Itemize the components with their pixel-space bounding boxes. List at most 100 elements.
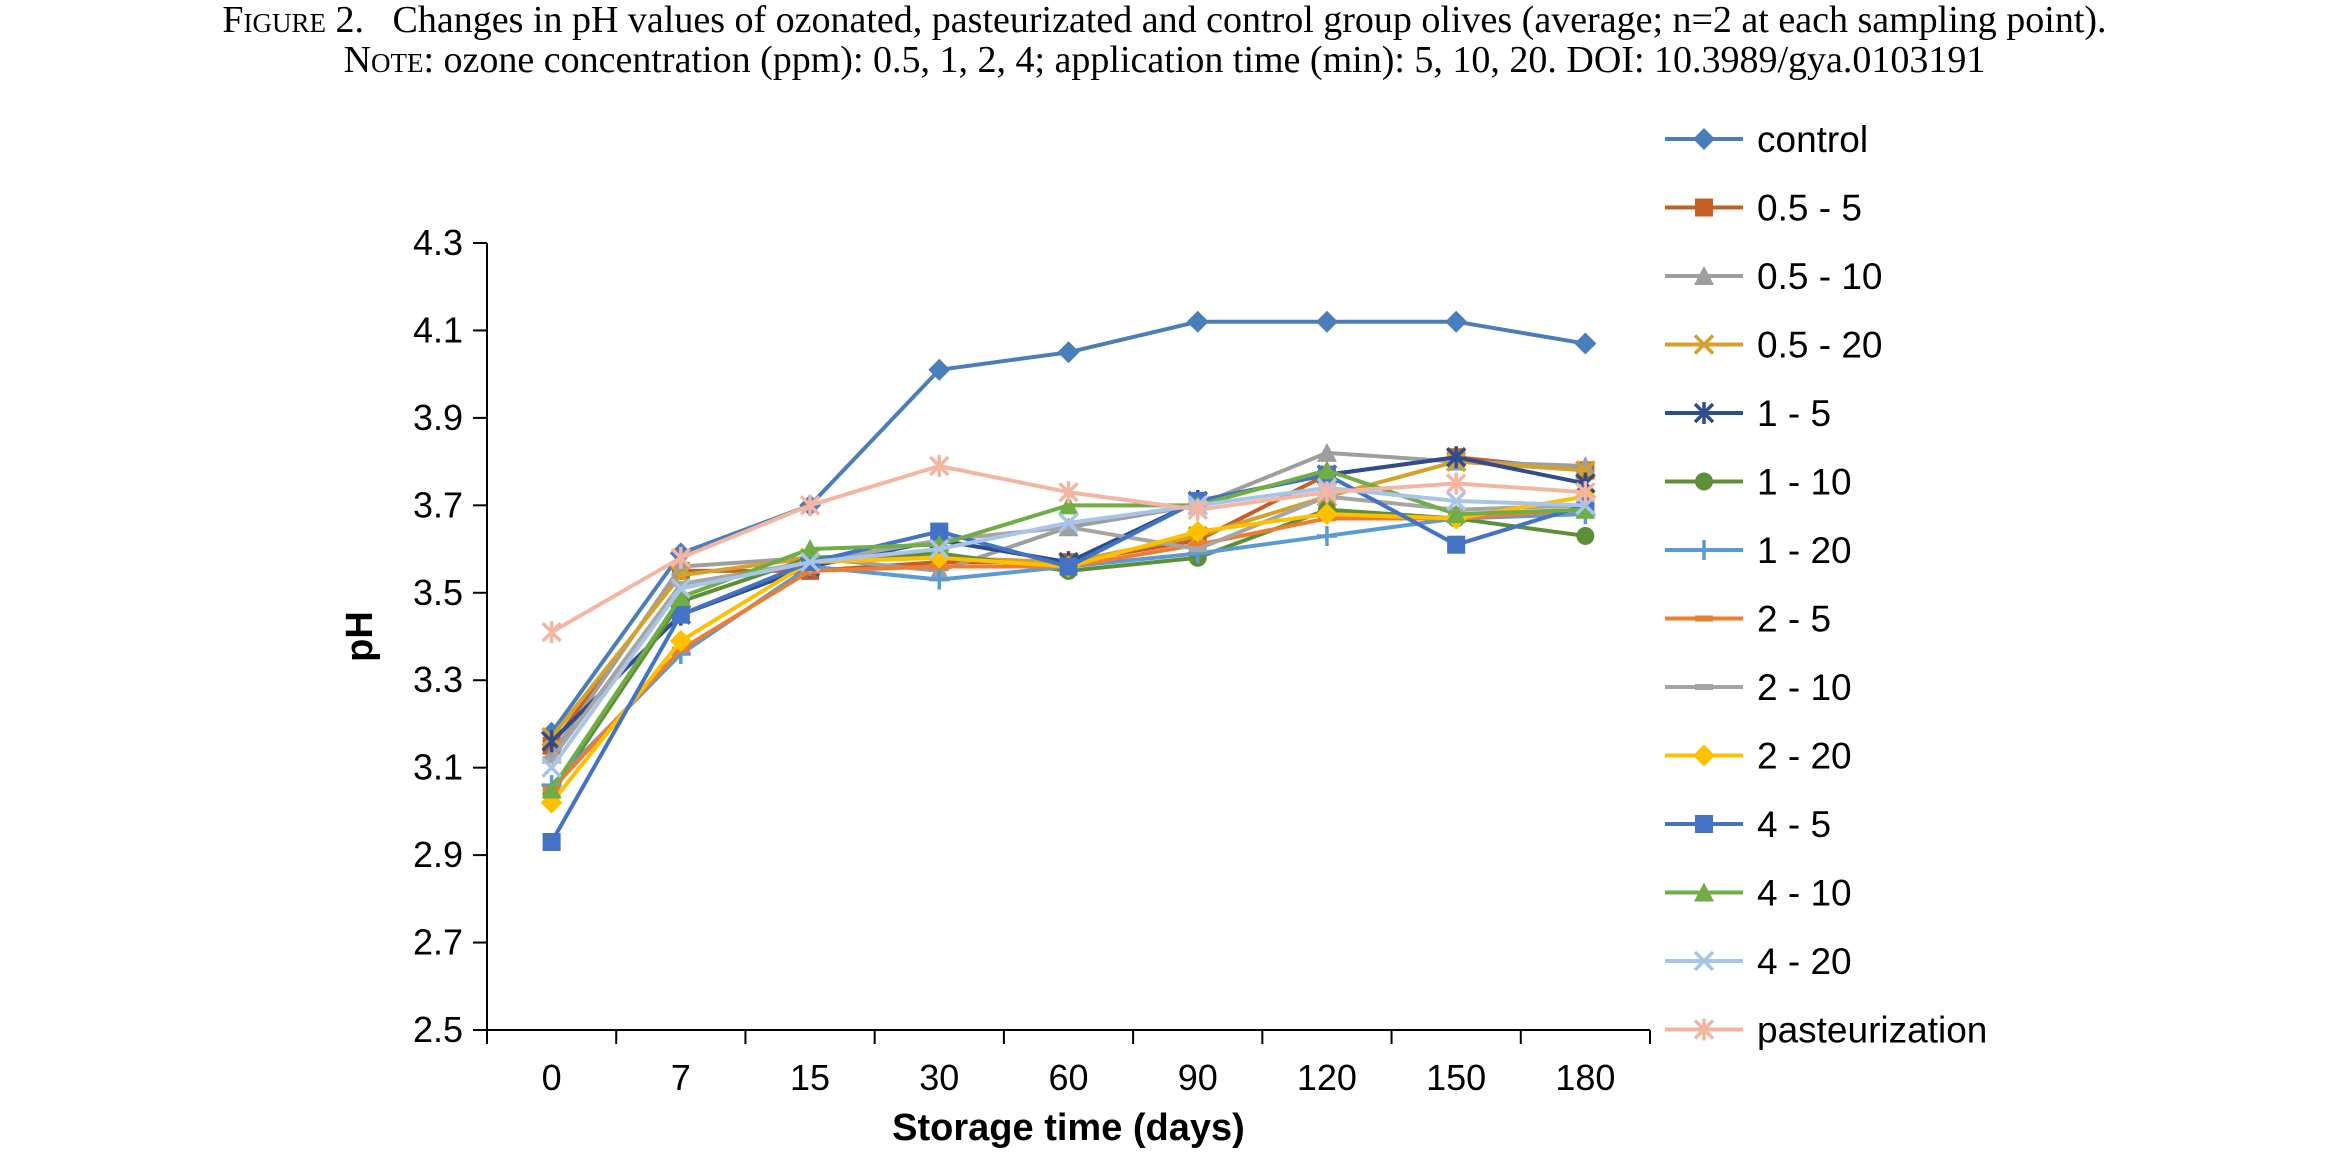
legend-label: 4 - 20 xyxy=(1757,941,1852,982)
y-tick-label: 2.9 xyxy=(413,834,463,875)
data-point xyxy=(1315,503,1338,526)
legend-item: 1 - 20 xyxy=(1665,530,1852,571)
legend-marker xyxy=(1695,615,1713,622)
data-point xyxy=(541,730,562,753)
legend-marker xyxy=(1693,334,1715,355)
data-point xyxy=(1316,442,1337,462)
legend-label: 2 - 10 xyxy=(1757,667,1852,708)
data-point xyxy=(542,832,561,851)
legend-label: 1 - 5 xyxy=(1757,393,1831,434)
legend-item: 2 - 5 xyxy=(1665,599,1831,640)
data-point xyxy=(541,757,562,778)
series-pasteurization xyxy=(541,454,1596,644)
caption-figure-label: Figure 2. xyxy=(222,0,365,41)
data-point xyxy=(1445,472,1467,495)
caption-title: Changes in pH values of ozonated, pasteu… xyxy=(392,0,2107,41)
legend: control 0.5 - 5 0.5 - 10 0.5 - 20 1 - 5 1 - 1… xyxy=(1665,119,1987,1051)
legend-item: 0.5 - 5 xyxy=(1665,188,1862,229)
y-tick-label: 3.7 xyxy=(413,484,463,525)
legend-item: 1 - 10 xyxy=(1665,462,1852,503)
data-point xyxy=(929,569,950,590)
data-point xyxy=(929,538,950,560)
x-tick-label: 60 xyxy=(1048,1057,1088,1098)
caption-line-1: Figure 2. Changes in pH values of ozonat… xyxy=(0,0,2329,40)
x-tick-label: 30 xyxy=(919,1057,959,1098)
data-point xyxy=(1315,310,1338,333)
data-point xyxy=(1057,341,1080,364)
data-point xyxy=(1188,546,1207,553)
legend-marker xyxy=(1693,128,1715,150)
legend-label: 0.5 - 5 xyxy=(1757,188,1862,229)
y-tick-label: 4.3 xyxy=(413,222,463,263)
data-point xyxy=(541,779,562,799)
legend-label: 0.5 - 10 xyxy=(1757,256,1882,297)
legend-item: 2 - 20 xyxy=(1665,736,1852,777)
x-tick-label: 180 xyxy=(1555,1057,1615,1098)
legend-item: 0.5 - 20 xyxy=(1665,325,1882,366)
legend-marker xyxy=(1695,815,1713,833)
legend-item: 0.5 - 10 xyxy=(1665,256,1882,297)
x-tick-label: 120 xyxy=(1297,1057,1357,1098)
y-tick-label: 2.5 xyxy=(413,1009,463,1050)
series-layer xyxy=(540,310,1597,851)
legend-marker xyxy=(1693,744,1715,767)
data-point xyxy=(1446,504,1467,524)
legend-marker xyxy=(1694,266,1714,285)
legend-label: 1 - 20 xyxy=(1757,530,1852,571)
legend-marker xyxy=(1695,198,1713,217)
legend-item: 1 - 5 xyxy=(1665,393,1831,434)
legend-item: control xyxy=(1665,119,1868,160)
caption-note: ozone concentration (ppm): 0.5, 1, 2, 4;… xyxy=(443,39,1986,81)
y-axis-ticks: 2.5 2.7 2.9 3.1 3.3 3.5 3.7 3.9 4.1 4.3 xyxy=(413,222,487,1050)
data-point xyxy=(1186,520,1209,543)
data-point xyxy=(799,551,821,573)
legend-item: 2 - 10 xyxy=(1665,667,1852,708)
data-point xyxy=(541,621,562,644)
legend-label: 4 - 5 xyxy=(1757,804,1831,845)
data-point xyxy=(1576,526,1595,545)
data-point xyxy=(1316,481,1338,504)
legend-label: 0.5 - 20 xyxy=(1757,325,1882,366)
legend-label: 4 - 10 xyxy=(1757,873,1852,914)
data-point xyxy=(929,454,950,477)
legend-label: pasteurization xyxy=(1757,1010,1987,1051)
data-point xyxy=(1445,490,1467,512)
legend-marker xyxy=(1695,684,1713,690)
legend-marker xyxy=(1694,540,1714,560)
x-axis-title: Storage time (days) xyxy=(892,1107,1245,1149)
caption-note-label: Note: xyxy=(343,39,435,81)
legend-item: 4 - 10 xyxy=(1665,873,1852,914)
data-point xyxy=(1187,498,1208,521)
data-point xyxy=(1058,495,1079,515)
x-tick-label: 150 xyxy=(1426,1057,1486,1098)
data-point xyxy=(1188,541,1207,548)
data-point xyxy=(1186,310,1209,333)
data-point xyxy=(1316,460,1337,480)
data-point xyxy=(1575,481,1596,504)
x-tick-label: 7 xyxy=(671,1057,691,1098)
caption-line-2: Note: ozone concentration (ppm): 0.5, 1,… xyxy=(0,40,2329,80)
data-point xyxy=(1058,512,1079,534)
y-tick-label: 4.1 xyxy=(413,309,463,350)
legend-label: 1 - 10 xyxy=(1757,462,1852,503)
data-point xyxy=(542,755,561,762)
data-point xyxy=(671,605,690,624)
legend-marker xyxy=(1694,882,1714,902)
legend-marker xyxy=(1693,402,1715,424)
legend-marker xyxy=(1695,472,1713,491)
data-point xyxy=(1316,525,1337,546)
legend-marker xyxy=(1693,1018,1715,1041)
x-tick-label: 15 xyxy=(790,1057,830,1098)
figure-caption: Figure 2. Changes in pH values of ozonat… xyxy=(0,0,2329,80)
x-tick-label: 90 xyxy=(1178,1057,1218,1098)
y-tick-label: 3.1 xyxy=(413,747,463,788)
x-tick-label: 0 xyxy=(542,1057,562,1098)
y-axis-title: pH xyxy=(339,611,381,662)
data-point xyxy=(1059,524,1078,531)
data-point xyxy=(1575,499,1596,519)
legend-item: pasteurization xyxy=(1665,1010,1987,1051)
data-point xyxy=(1445,310,1468,333)
legend-marker xyxy=(1693,950,1715,972)
data-point xyxy=(800,539,821,559)
y-tick-label: 3.9 xyxy=(413,397,463,438)
